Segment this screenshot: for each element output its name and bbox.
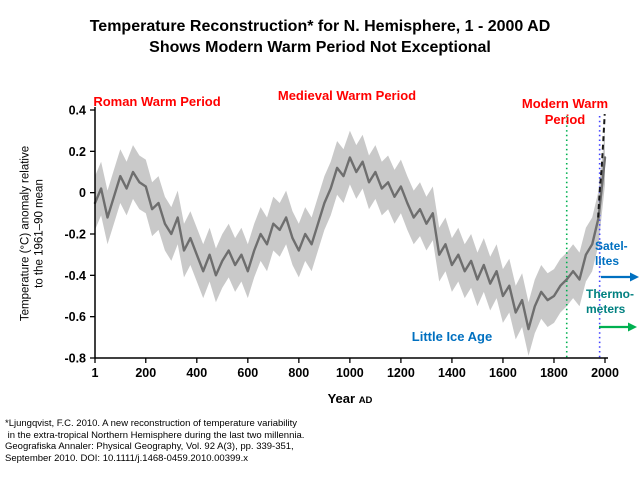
x-axis-label-suffix: AD bbox=[358, 395, 373, 406]
annotation-thermometers: Thermo- meters bbox=[586, 287, 640, 317]
chart-title-line2: Shows Modern Warm Period Not Exceptional bbox=[149, 39, 491, 56]
x-tick-label: 2000 bbox=[591, 366, 619, 380]
satellites-arrow-head bbox=[630, 272, 639, 282]
source-footnote: *Ljungqvist, F.C. 2010. A new reconstruc… bbox=[5, 418, 304, 464]
annotation-modern-warm-period: Modern Warm Period bbox=[521, 96, 609, 127]
annotation-thermometers-line2: meters bbox=[586, 302, 626, 316]
x-tick-label: 600 bbox=[237, 366, 258, 380]
x-tick-label: 1 bbox=[92, 366, 99, 380]
y-tick-label: 0.2 bbox=[69, 145, 86, 159]
annotation-little-ice-age: Little Ice Age bbox=[411, 329, 493, 344]
footnote-line4: September 2010. DOI: 10.1111/j.1468-0459… bbox=[5, 452, 248, 464]
annotation-satellites-line2: lites bbox=[595, 254, 620, 268]
annotation-medieval-warm-period: Medieval Warm Period bbox=[277, 88, 417, 103]
annotation-satellites: Satel- lites bbox=[595, 239, 640, 269]
x-tick-label: 1800 bbox=[540, 366, 568, 380]
y-tick-label: 0 bbox=[79, 186, 86, 200]
x-tick-label: 400 bbox=[186, 366, 207, 380]
footnote-line2: in the extra-tropical Northern Hemispher… bbox=[5, 429, 305, 441]
x-axis-label-text: Year bbox=[327, 391, 356, 406]
footnote-line1: *Ljungqvist, F.C. 2010. A new reconstruc… bbox=[5, 418, 298, 429]
y-axis-label-line1: Temperature (°C) anomaly relative bbox=[19, 145, 32, 322]
annotation-satellites-line1: Satel- bbox=[595, 239, 628, 253]
y-tick-label: -0.8 bbox=[64, 352, 86, 366]
x-tick-label: 200 bbox=[135, 366, 156, 380]
annotation-thermometers-line1: Thermo- bbox=[586, 287, 634, 301]
x-tick-label: 1200 bbox=[387, 366, 415, 380]
y-tick-label: -0.2 bbox=[64, 228, 86, 242]
x-tick-label: 1600 bbox=[489, 366, 517, 380]
confidence-band bbox=[95, 130, 605, 356]
annotation-roman-warm-period: Roman Warm Period bbox=[93, 94, 221, 109]
y-tick-label: 0.4 bbox=[69, 104, 86, 118]
x-tick-label: 1400 bbox=[438, 366, 466, 380]
x-tick-label: 1000 bbox=[336, 366, 364, 380]
instrumental-line bbox=[597, 114, 606, 218]
x-tick-label: 800 bbox=[288, 366, 309, 380]
y-axis-label-line2: to the 1961–90 mean bbox=[33, 179, 45, 288]
chart-title-line1: Temperature Reconstruction* for N. Hemis… bbox=[89, 18, 551, 35]
chart-title: Temperature Reconstruction* for N. Hemis… bbox=[0, 16, 640, 58]
y-tick-label: -0.4 bbox=[64, 269, 86, 283]
x-axis-label: Year AD bbox=[290, 391, 410, 406]
y-tick-label: -0.6 bbox=[64, 310, 86, 324]
footnote-line3: Geografiska Annaler: Physical Geography,… bbox=[5, 441, 294, 452]
y-axis-label: Temperature (°C) anomaly relative to the… bbox=[20, 84, 47, 384]
reconstruction-line bbox=[93, 156, 607, 331]
thermometers-arrow-head bbox=[628, 322, 637, 332]
